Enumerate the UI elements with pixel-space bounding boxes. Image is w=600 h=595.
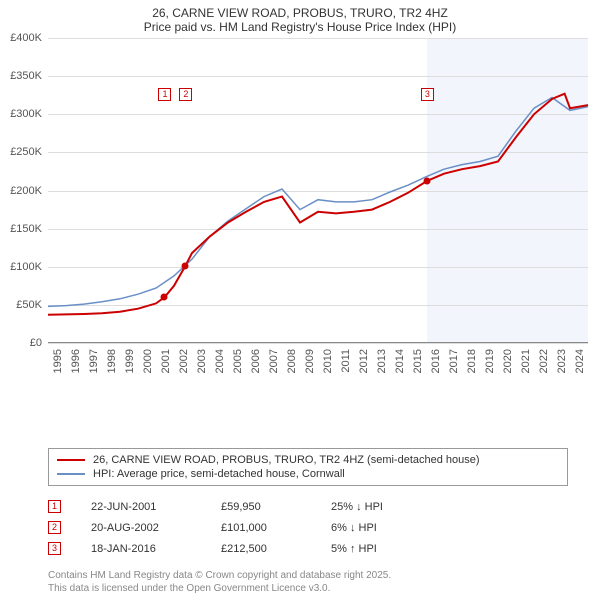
x-axis-label: 2003 bbox=[196, 349, 208, 373]
legend: 26, CARNE VIEW ROAD, PROBUS, TRURO, TR2 … bbox=[48, 448, 568, 486]
transaction-price: £59,950 bbox=[221, 501, 301, 513]
x-axis-label: 1997 bbox=[88, 349, 100, 373]
transaction-row: 2 20-AUG-2002 £101,000 6% ↓ HPI bbox=[48, 517, 600, 538]
x-axis-label: 2020 bbox=[502, 349, 514, 373]
x-axis-label: 2006 bbox=[250, 349, 262, 373]
transaction-dot bbox=[182, 262, 189, 269]
transaction-dot bbox=[161, 294, 168, 301]
x-axis-label: 2002 bbox=[178, 349, 190, 373]
chart-title-line1: 26, CARNE VIEW ROAD, PROBUS, TRURO, TR2 … bbox=[0, 0, 600, 20]
x-axis-label: 2022 bbox=[538, 349, 550, 373]
legend-label-price-paid: 26, CARNE VIEW ROAD, PROBUS, TRURO, TR2 … bbox=[93, 454, 480, 466]
footer-line2: This data is licensed under the Open Gov… bbox=[48, 582, 600, 595]
y-axis-label: £0 bbox=[0, 337, 42, 349]
plot-area: 12 3 bbox=[48, 38, 588, 343]
legend-swatch-price-paid bbox=[57, 459, 85, 462]
y-axis-label: £200K bbox=[0, 185, 42, 197]
x-axis-label: 2011 bbox=[340, 349, 352, 373]
y-axis-label: £250K bbox=[0, 146, 42, 158]
transaction-date: 20-AUG-2002 bbox=[91, 522, 191, 534]
legend-label-hpi: HPI: Average price, semi-detached house,… bbox=[93, 468, 345, 480]
x-axis-label: 1996 bbox=[70, 349, 82, 373]
transaction-row-marker: 1 bbox=[48, 500, 61, 513]
legend-row-price-paid: 26, CARNE VIEW ROAD, PROBUS, TRURO, TR2 … bbox=[57, 453, 559, 467]
transaction-date: 22-JUN-2001 bbox=[91, 501, 191, 513]
x-axis-label: 2019 bbox=[484, 349, 496, 373]
x-axis-label: 1995 bbox=[52, 349, 64, 373]
x-axis-label: 2017 bbox=[448, 349, 460, 373]
x-axis-label: 2024 bbox=[574, 349, 586, 373]
transaction-marker: 3 bbox=[421, 88, 434, 101]
footer-attribution: Contains HM Land Registry data © Crown c… bbox=[48, 569, 600, 595]
transaction-row: 1 22-JUN-2001 £59,950 25% ↓ HPI bbox=[48, 496, 600, 517]
y-axis-label: £100K bbox=[0, 261, 42, 273]
x-axis-label: 2008 bbox=[286, 349, 298, 373]
transaction-price: £101,000 bbox=[221, 522, 301, 534]
x-axis-label: 2012 bbox=[358, 349, 370, 373]
y-axis-label: £400K bbox=[0, 32, 42, 44]
price-paid-line bbox=[48, 94, 588, 315]
y-axis-label: £300K bbox=[0, 108, 42, 120]
chart-lines bbox=[48, 38, 588, 343]
x-axis-label: 2004 bbox=[214, 349, 226, 373]
transaction-hpi-delta: 6% ↓ HPI bbox=[331, 522, 411, 534]
chart-area: 123£0£50K£100K£150K£200K£250K£300K£350K£… bbox=[0, 38, 600, 398]
hpi-line bbox=[48, 98, 588, 307]
x-axis-label: 2023 bbox=[556, 349, 568, 373]
x-axis-label: 2000 bbox=[142, 349, 154, 373]
transaction-row: 3 18-JAN-2016 £212,500 5% ↑ HPI bbox=[48, 538, 600, 559]
x-axis-label: 2016 bbox=[430, 349, 442, 373]
legend-swatch-hpi bbox=[57, 473, 85, 475]
x-axis-label: 2015 bbox=[412, 349, 424, 373]
transaction-row-marker: 3 bbox=[48, 542, 61, 555]
transaction-marker: 2 bbox=[179, 88, 192, 101]
x-axis-label: 1999 bbox=[124, 349, 136, 373]
x-axis-label: 1998 bbox=[106, 349, 118, 373]
transactions-table: 1 22-JUN-2001 £59,950 25% ↓ HPI 2 20-AUG-2002… bbox=[48, 496, 600, 559]
legend-row-hpi: HPI: Average price, semi-detached house,… bbox=[57, 467, 559, 481]
x-axis-label: 2014 bbox=[394, 349, 406, 373]
transaction-row-marker: 2 bbox=[48, 521, 61, 534]
x-axis-label: 2009 bbox=[304, 349, 316, 373]
gridline bbox=[48, 343, 588, 344]
y-axis-label: £50K bbox=[0, 299, 42, 311]
x-axis-label: 2001 bbox=[160, 349, 172, 373]
transaction-marker: 1 bbox=[158, 88, 171, 101]
transaction-hpi-delta: 25% ↓ HPI bbox=[331, 501, 411, 513]
footer-line1: Contains HM Land Registry data © Crown c… bbox=[48, 569, 600, 582]
x-axis-label: 2013 bbox=[376, 349, 388, 373]
y-axis-label: £150K bbox=[0, 223, 42, 235]
transaction-dot bbox=[423, 177, 430, 184]
x-axis-label: 2007 bbox=[268, 349, 280, 373]
x-axis-label: 2018 bbox=[466, 349, 478, 373]
x-axis-label: 2021 bbox=[520, 349, 532, 373]
x-axis-label: 2010 bbox=[322, 349, 334, 373]
chart-title-line2: Price paid vs. HM Land Registry's House … bbox=[0, 20, 600, 38]
y-axis-label: £350K bbox=[0, 70, 42, 82]
transaction-price: £212,500 bbox=[221, 543, 301, 555]
transaction-hpi-delta: 5% ↑ HPI bbox=[331, 543, 411, 555]
transaction-date: 18-JAN-2016 bbox=[91, 543, 191, 555]
x-axis-label: 2005 bbox=[232, 349, 244, 373]
